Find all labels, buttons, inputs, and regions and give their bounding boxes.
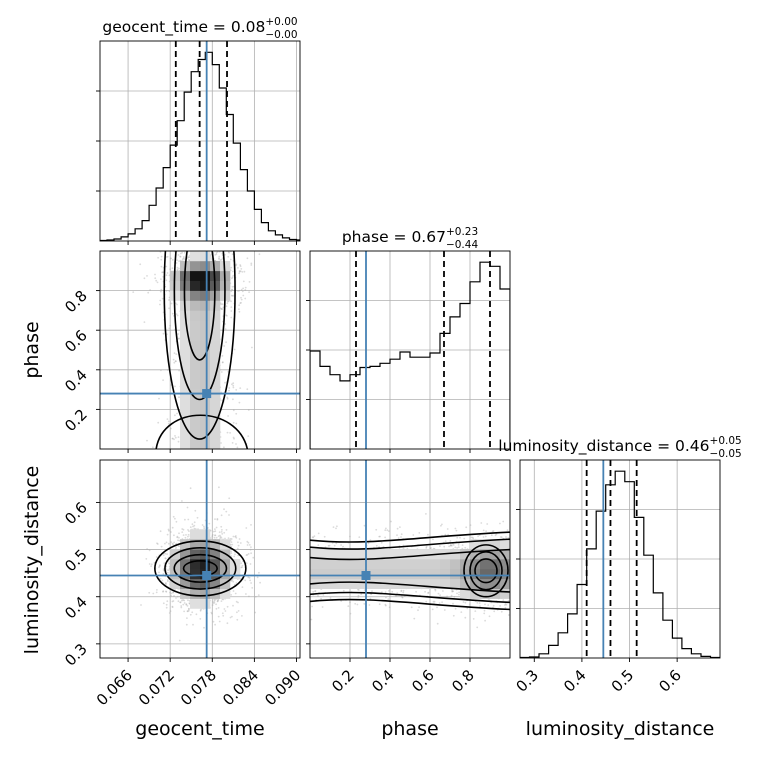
title-minus: −0.00	[265, 29, 297, 41]
tick-label-y: 0.2	[61, 406, 91, 436]
contour	[469, 551, 503, 591]
title-main: phase = 0.67	[342, 228, 446, 246]
plot-area	[100, 251, 300, 449]
title-phase: phase = 0.67+0.23 −0.44	[342, 226, 479, 251]
panel-luminosity_distance-vs-phase	[309, 459, 511, 659]
tick-label-x: 0.2	[328, 666, 358, 696]
tick-label-x: 0.6	[655, 666, 685, 696]
contour	[173, 553, 228, 583]
histogram-step	[310, 261, 510, 449]
tick-label-x: 0.6	[408, 666, 438, 696]
tick-label-x: 0.072	[135, 666, 178, 709]
contour-lines	[155, 251, 249, 449]
xlabel-phase: phase	[381, 718, 438, 740]
title-geocent_time: geocent_time = 0.08+0.00 −0.00	[102, 16, 297, 41]
tick-label-x: 0.090	[261, 666, 304, 709]
panel-frame	[99, 250, 301, 450]
contour-lines	[310, 531, 510, 611]
truth-marker	[361, 571, 371, 580]
truth-marker	[202, 571, 212, 580]
plot-area	[310, 251, 510, 449]
tick-label-x: 0.078	[177, 666, 220, 709]
title-minus: −0.44	[446, 239, 478, 251]
contour	[183, 251, 216, 361]
tick-label-y: 0.4	[61, 593, 91, 623]
contour	[155, 414, 249, 449]
title-minus: −0.05	[710, 448, 742, 460]
ylabel-phase: phase	[21, 321, 43, 378]
density-image	[310, 539, 510, 599]
contour	[163, 251, 236, 440]
contour	[154, 540, 247, 597]
tick-label-x: 0.8	[448, 666, 478, 696]
plot-area	[520, 460, 720, 658]
panel-phase-vs-geocent_time	[99, 250, 301, 450]
title-plus: +0.00	[265, 16, 297, 28]
contour	[474, 558, 498, 584]
contour	[310, 548, 510, 593]
histogram-step	[100, 51, 300, 241]
panel-frame	[99, 459, 301, 659]
contour-lines	[154, 540, 247, 597]
title-plus: +0.05	[710, 435, 742, 447]
truth-marker	[202, 389, 212, 399]
contour	[164, 547, 237, 590]
tick-label-y: 0.6	[61, 326, 91, 356]
density-image	[170, 251, 231, 449]
tick-label-x: 0.3	[513, 666, 543, 696]
tick-label-x: 0.4	[560, 666, 590, 696]
contour	[310, 531, 510, 611]
tick-label-y: 0.5	[61, 546, 91, 576]
title-main: luminosity_distance = 0.46	[498, 437, 709, 456]
panel-luminosity_distance-vs-geocent_time	[99, 459, 301, 659]
xlabel-luminosity_distance: luminosity_distance	[526, 718, 715, 740]
contour	[310, 538, 510, 604]
tick-label-y: 0.3	[61, 640, 91, 670]
tick-label-y: 0.8	[61, 287, 91, 317]
plot-area	[100, 41, 300, 241]
ylabel-luminosity_distance: luminosity_distance	[21, 466, 43, 655]
tick-label-y: 0.4	[61, 366, 91, 396]
panel-geocent_time-hist	[96, 40, 301, 242]
tick-label-x: 0.5	[608, 666, 638, 696]
plot-area	[100, 460, 300, 658]
contour	[463, 544, 509, 598]
panel-frame	[309, 459, 511, 659]
title-luminosity_distance: luminosity_distance = 0.46+0.05 −0.05	[498, 435, 741, 460]
contour	[173, 251, 226, 401]
panel-luminosity_distance-hist	[516, 459, 721, 659]
tick-label-y: 0.6	[61, 499, 91, 529]
tick-label-x: 0.066	[93, 666, 136, 709]
title-plus: +0.23	[446, 226, 478, 238]
tick-label-x: 0.4	[368, 666, 398, 696]
title-main: geocent_time = 0.08	[102, 18, 265, 37]
plot-area	[310, 460, 510, 658]
xlabel-geocent_time: geocent_time	[135, 718, 264, 740]
histogram-step	[520, 470, 720, 658]
tick-label-x: 0.084	[219, 666, 262, 709]
panel-phase-hist	[306, 250, 511, 450]
